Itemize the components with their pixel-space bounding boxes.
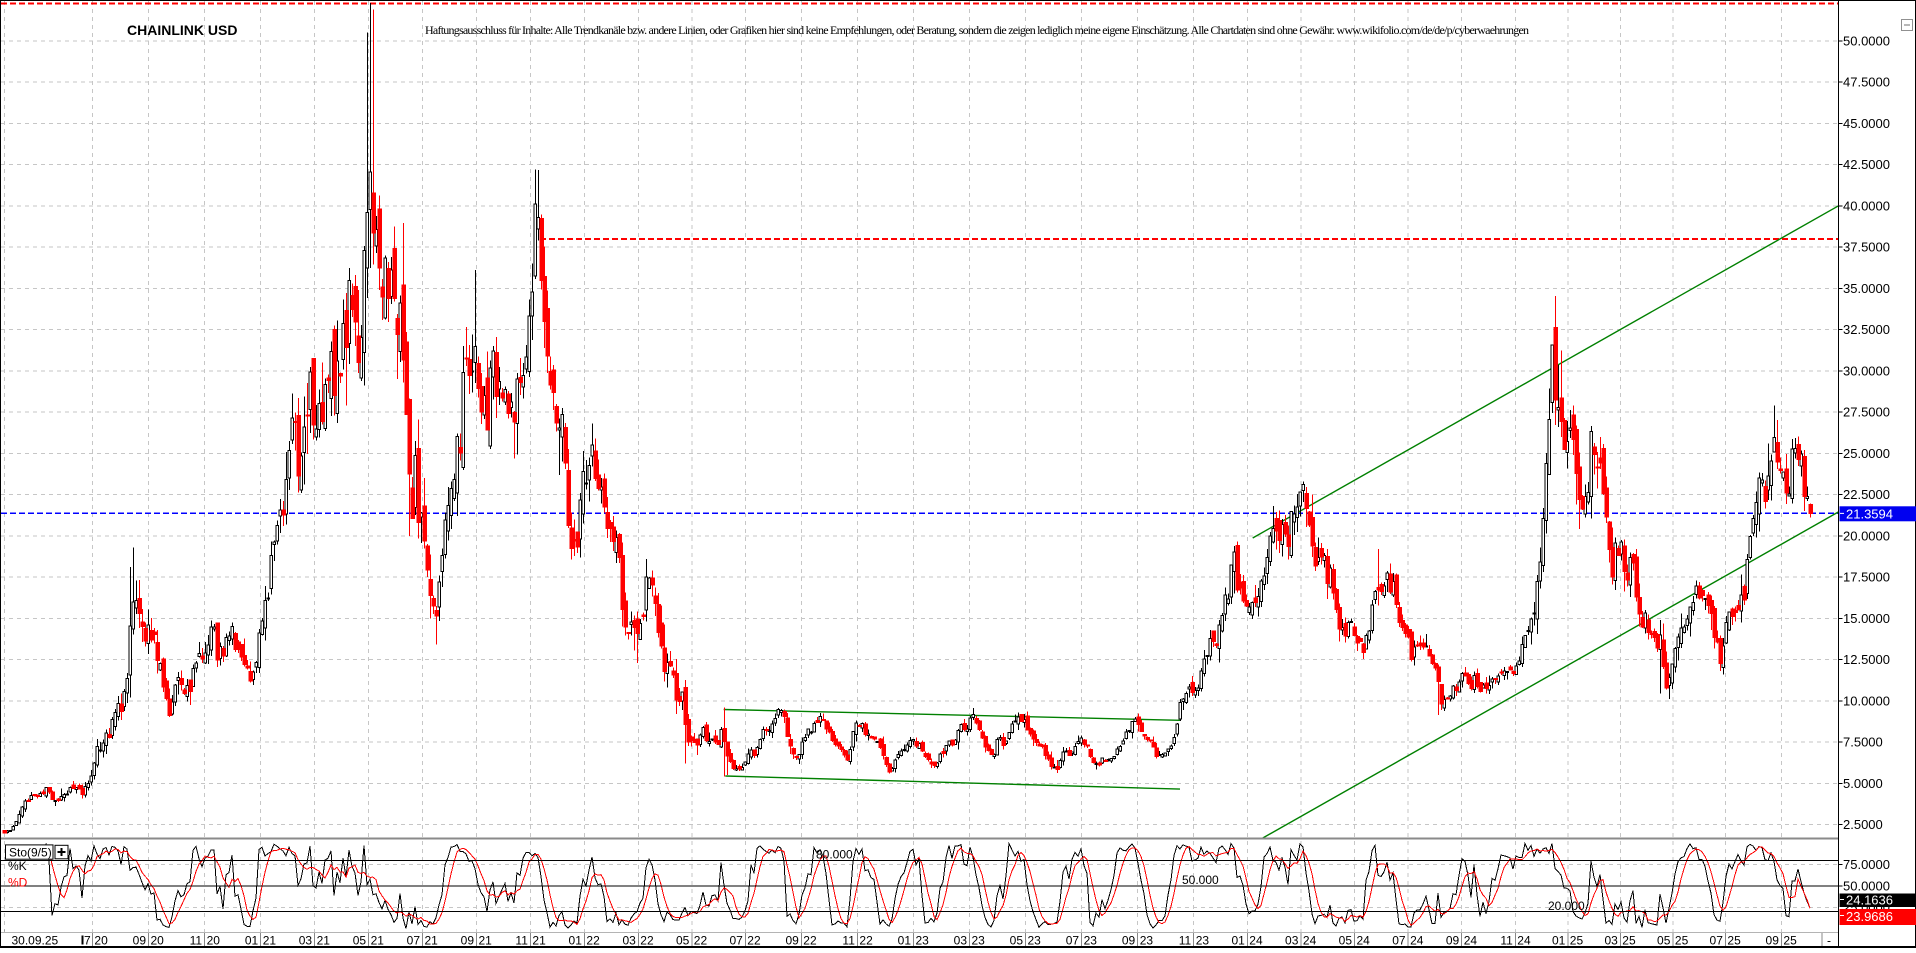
svg-text:80.000: 80.000: [816, 848, 853, 862]
svg-text:23: 23: [1196, 934, 1210, 948]
svg-text:Sto(9/5): Sto(9/5): [9, 846, 52, 860]
svg-text:25: 25: [1570, 934, 1584, 948]
svg-text:05: 05: [1339, 934, 1353, 948]
svg-text:24: 24: [1410, 934, 1424, 948]
svg-text:05: 05: [1657, 934, 1671, 948]
svg-text:22.5000: 22.5000: [1843, 487, 1890, 502]
svg-text:03: 03: [622, 934, 636, 948]
svg-text:20: 20: [151, 934, 165, 948]
svg-text:01: 01: [1552, 934, 1566, 948]
svg-text:15.0000: 15.0000: [1843, 611, 1890, 626]
svg-text:Haftungsausschluss für Inhalte: Haftungsausschluss für Inhalte: Alle Tre…: [425, 23, 1529, 37]
svg-text:12.5000: 12.5000: [1843, 652, 1890, 667]
svg-text:23: 23: [1140, 934, 1154, 948]
svg-text:50.000: 50.000: [1182, 873, 1219, 887]
svg-text:21: 21: [425, 934, 439, 948]
svg-text:22: 22: [747, 934, 761, 948]
svg-text:-: -: [1827, 934, 1831, 948]
svg-text:01: 01: [1231, 934, 1245, 948]
svg-text:30.09.25: 30.09.25: [12, 934, 59, 948]
svg-text:25: 25: [1727, 934, 1741, 948]
svg-text:23: 23: [916, 934, 930, 948]
svg-text:24: 24: [1249, 934, 1263, 948]
svg-text:20.0000: 20.0000: [1843, 528, 1890, 543]
svg-text:03: 03: [954, 934, 968, 948]
svg-text:22: 22: [859, 934, 873, 948]
svg-text:25: 25: [1675, 934, 1689, 948]
svg-text:27.5000: 27.5000: [1843, 405, 1890, 420]
svg-text:22: 22: [586, 934, 600, 948]
svg-text:37.5000: 37.5000: [1843, 240, 1890, 255]
svg-text:07: 07: [407, 934, 421, 948]
svg-text:07: 07: [1710, 934, 1724, 948]
svg-text:21: 21: [371, 934, 385, 948]
svg-text:24: 24: [1517, 934, 1531, 948]
svg-text:10.0000: 10.0000: [1843, 693, 1890, 708]
svg-text:22: 22: [803, 934, 817, 948]
svg-text:05: 05: [676, 934, 690, 948]
svg-text:01: 01: [898, 934, 912, 948]
svg-text:40.0000: 40.0000: [1843, 198, 1890, 213]
svg-text:23.9686: 23.9686: [1846, 909, 1893, 924]
svg-text:25: 25: [1783, 934, 1797, 948]
svg-text:32.5000: 32.5000: [1843, 322, 1890, 337]
svg-text:42.5000: 42.5000: [1843, 157, 1890, 172]
svg-text:03: 03: [1604, 934, 1618, 948]
svg-text:11: 11: [842, 934, 855, 948]
svg-text:20: 20: [94, 934, 108, 948]
svg-text:07: 07: [1392, 934, 1406, 948]
svg-text:21.3594: 21.3594: [1846, 506, 1893, 521]
svg-text:%D: %D: [8, 876, 28, 890]
svg-text:03: 03: [299, 934, 313, 948]
svg-text:75.0000: 75.0000: [1843, 857, 1890, 872]
svg-text:24.1636: 24.1636: [1846, 893, 1893, 908]
svg-text:23: 23: [1028, 934, 1042, 948]
svg-text:05: 05: [1010, 934, 1024, 948]
svg-text:21: 21: [479, 934, 493, 948]
svg-text:50.0000: 50.0000: [1843, 33, 1890, 48]
svg-text:24: 24: [1303, 934, 1317, 948]
svg-text:22: 22: [640, 934, 654, 948]
svg-text:47.5000: 47.5000: [1843, 75, 1890, 90]
svg-text:20: 20: [207, 934, 221, 948]
svg-text:09: 09: [785, 934, 799, 948]
svg-text:7.5000: 7.5000: [1843, 735, 1883, 750]
svg-text:01: 01: [245, 934, 259, 948]
svg-text:03: 03: [1285, 934, 1299, 948]
svg-text:20.000: 20.000: [1548, 899, 1585, 913]
svg-text:24: 24: [1357, 934, 1371, 948]
svg-text:09: 09: [1122, 934, 1136, 948]
svg-text:7: 7: [84, 934, 91, 948]
svg-text:11: 11: [515, 934, 528, 948]
svg-text:01: 01: [569, 934, 583, 948]
svg-text:35.0000: 35.0000: [1843, 281, 1890, 296]
svg-text:30.0000: 30.0000: [1843, 363, 1890, 378]
svg-text:45.0000: 45.0000: [1843, 116, 1890, 131]
svg-text:%K: %K: [8, 859, 27, 873]
svg-text:CHAINLINK USD: CHAINLINK USD: [127, 22, 237, 38]
svg-text:07: 07: [1066, 934, 1080, 948]
svg-text:09: 09: [133, 934, 147, 948]
svg-text:09: 09: [1766, 934, 1780, 948]
svg-text:05: 05: [353, 934, 367, 948]
svg-text:21: 21: [532, 934, 546, 948]
svg-text:21: 21: [263, 934, 277, 948]
svg-text:23: 23: [1084, 934, 1098, 948]
svg-text:25.0000: 25.0000: [1843, 446, 1890, 461]
svg-text:2.5000: 2.5000: [1843, 817, 1883, 832]
svg-text:17.5000: 17.5000: [1843, 570, 1890, 585]
svg-text:22: 22: [694, 934, 708, 948]
svg-text:09: 09: [1446, 934, 1460, 948]
svg-text:11: 11: [1500, 934, 1513, 948]
svg-text:11: 11: [1179, 934, 1192, 948]
svg-text:23: 23: [972, 934, 986, 948]
svg-text:24: 24: [1464, 934, 1478, 948]
svg-text:11: 11: [190, 934, 203, 948]
svg-text:5.0000: 5.0000: [1843, 776, 1883, 791]
svg-text:25: 25: [1622, 934, 1636, 948]
svg-text:50.0000: 50.0000: [1843, 879, 1890, 894]
svg-text:21: 21: [317, 934, 331, 948]
svg-text:09: 09: [461, 934, 475, 948]
svg-text:07: 07: [729, 934, 743, 948]
